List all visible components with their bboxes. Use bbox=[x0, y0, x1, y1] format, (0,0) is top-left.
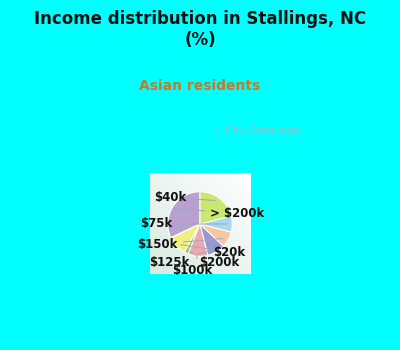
Text: $100k: $100k bbox=[172, 256, 212, 277]
Wedge shape bbox=[171, 224, 200, 252]
Text: $40k: $40k bbox=[154, 191, 216, 204]
Text: $125k: $125k bbox=[150, 250, 212, 269]
Text: > $200k: > $200k bbox=[178, 208, 264, 220]
Text: $20k: $20k bbox=[181, 245, 245, 259]
Wedge shape bbox=[200, 224, 224, 255]
Text: ⓘ City-Data.com: ⓘ City-Data.com bbox=[216, 126, 300, 136]
Text: $150k: $150k bbox=[138, 238, 223, 251]
Wedge shape bbox=[200, 216, 232, 232]
Wedge shape bbox=[184, 224, 200, 254]
Wedge shape bbox=[200, 192, 231, 224]
Wedge shape bbox=[168, 192, 200, 238]
Text: Asian residents: Asian residents bbox=[139, 79, 261, 93]
Wedge shape bbox=[200, 224, 231, 246]
Wedge shape bbox=[188, 224, 208, 256]
Text: $75k: $75k bbox=[140, 217, 227, 231]
Text: $200k: $200k bbox=[190, 252, 239, 269]
Text: Income distribution in Stallings, NC
(%): Income distribution in Stallings, NC (%) bbox=[34, 10, 366, 49]
